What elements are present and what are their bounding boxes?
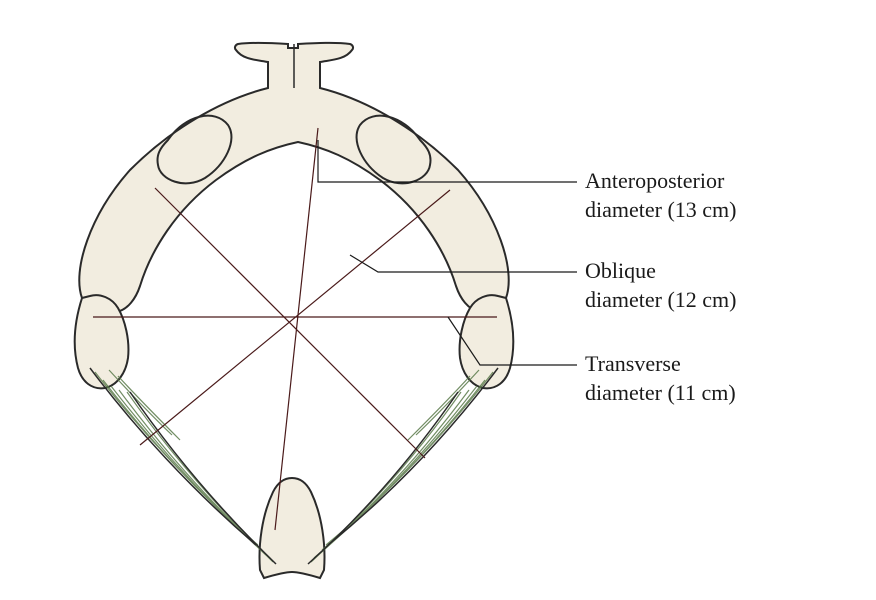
transverse-label-line1: Transverse (585, 351, 681, 376)
oblique-diameter-line-2 (155, 188, 425, 458)
oblique-label-line1: Oblique (585, 258, 656, 283)
ap-label: Anteroposterior diameter (13 cm) (585, 167, 737, 224)
coccyx (260, 478, 325, 578)
oblique-label-line2: diameter (12 cm) (585, 287, 737, 312)
diagram-svg (0, 0, 876, 600)
left-ligament-outline (90, 368, 276, 564)
ap-label-line2: diameter (13 cm) (585, 197, 737, 222)
transverse-label: Transverse diameter (11 cm) (585, 350, 736, 407)
right-ischium (460, 295, 514, 388)
oblique-label: Oblique diameter (12 cm) (585, 257, 737, 314)
ap-label-line1: Anteroposterior (585, 168, 724, 193)
pelvic-diagram: Anteroposterior diameter (13 cm) Oblique… (0, 0, 876, 600)
left-ligaments (95, 370, 273, 562)
transverse-label-line2: diameter (11 cm) (585, 380, 736, 405)
right-ligament-outline (308, 368, 498, 564)
